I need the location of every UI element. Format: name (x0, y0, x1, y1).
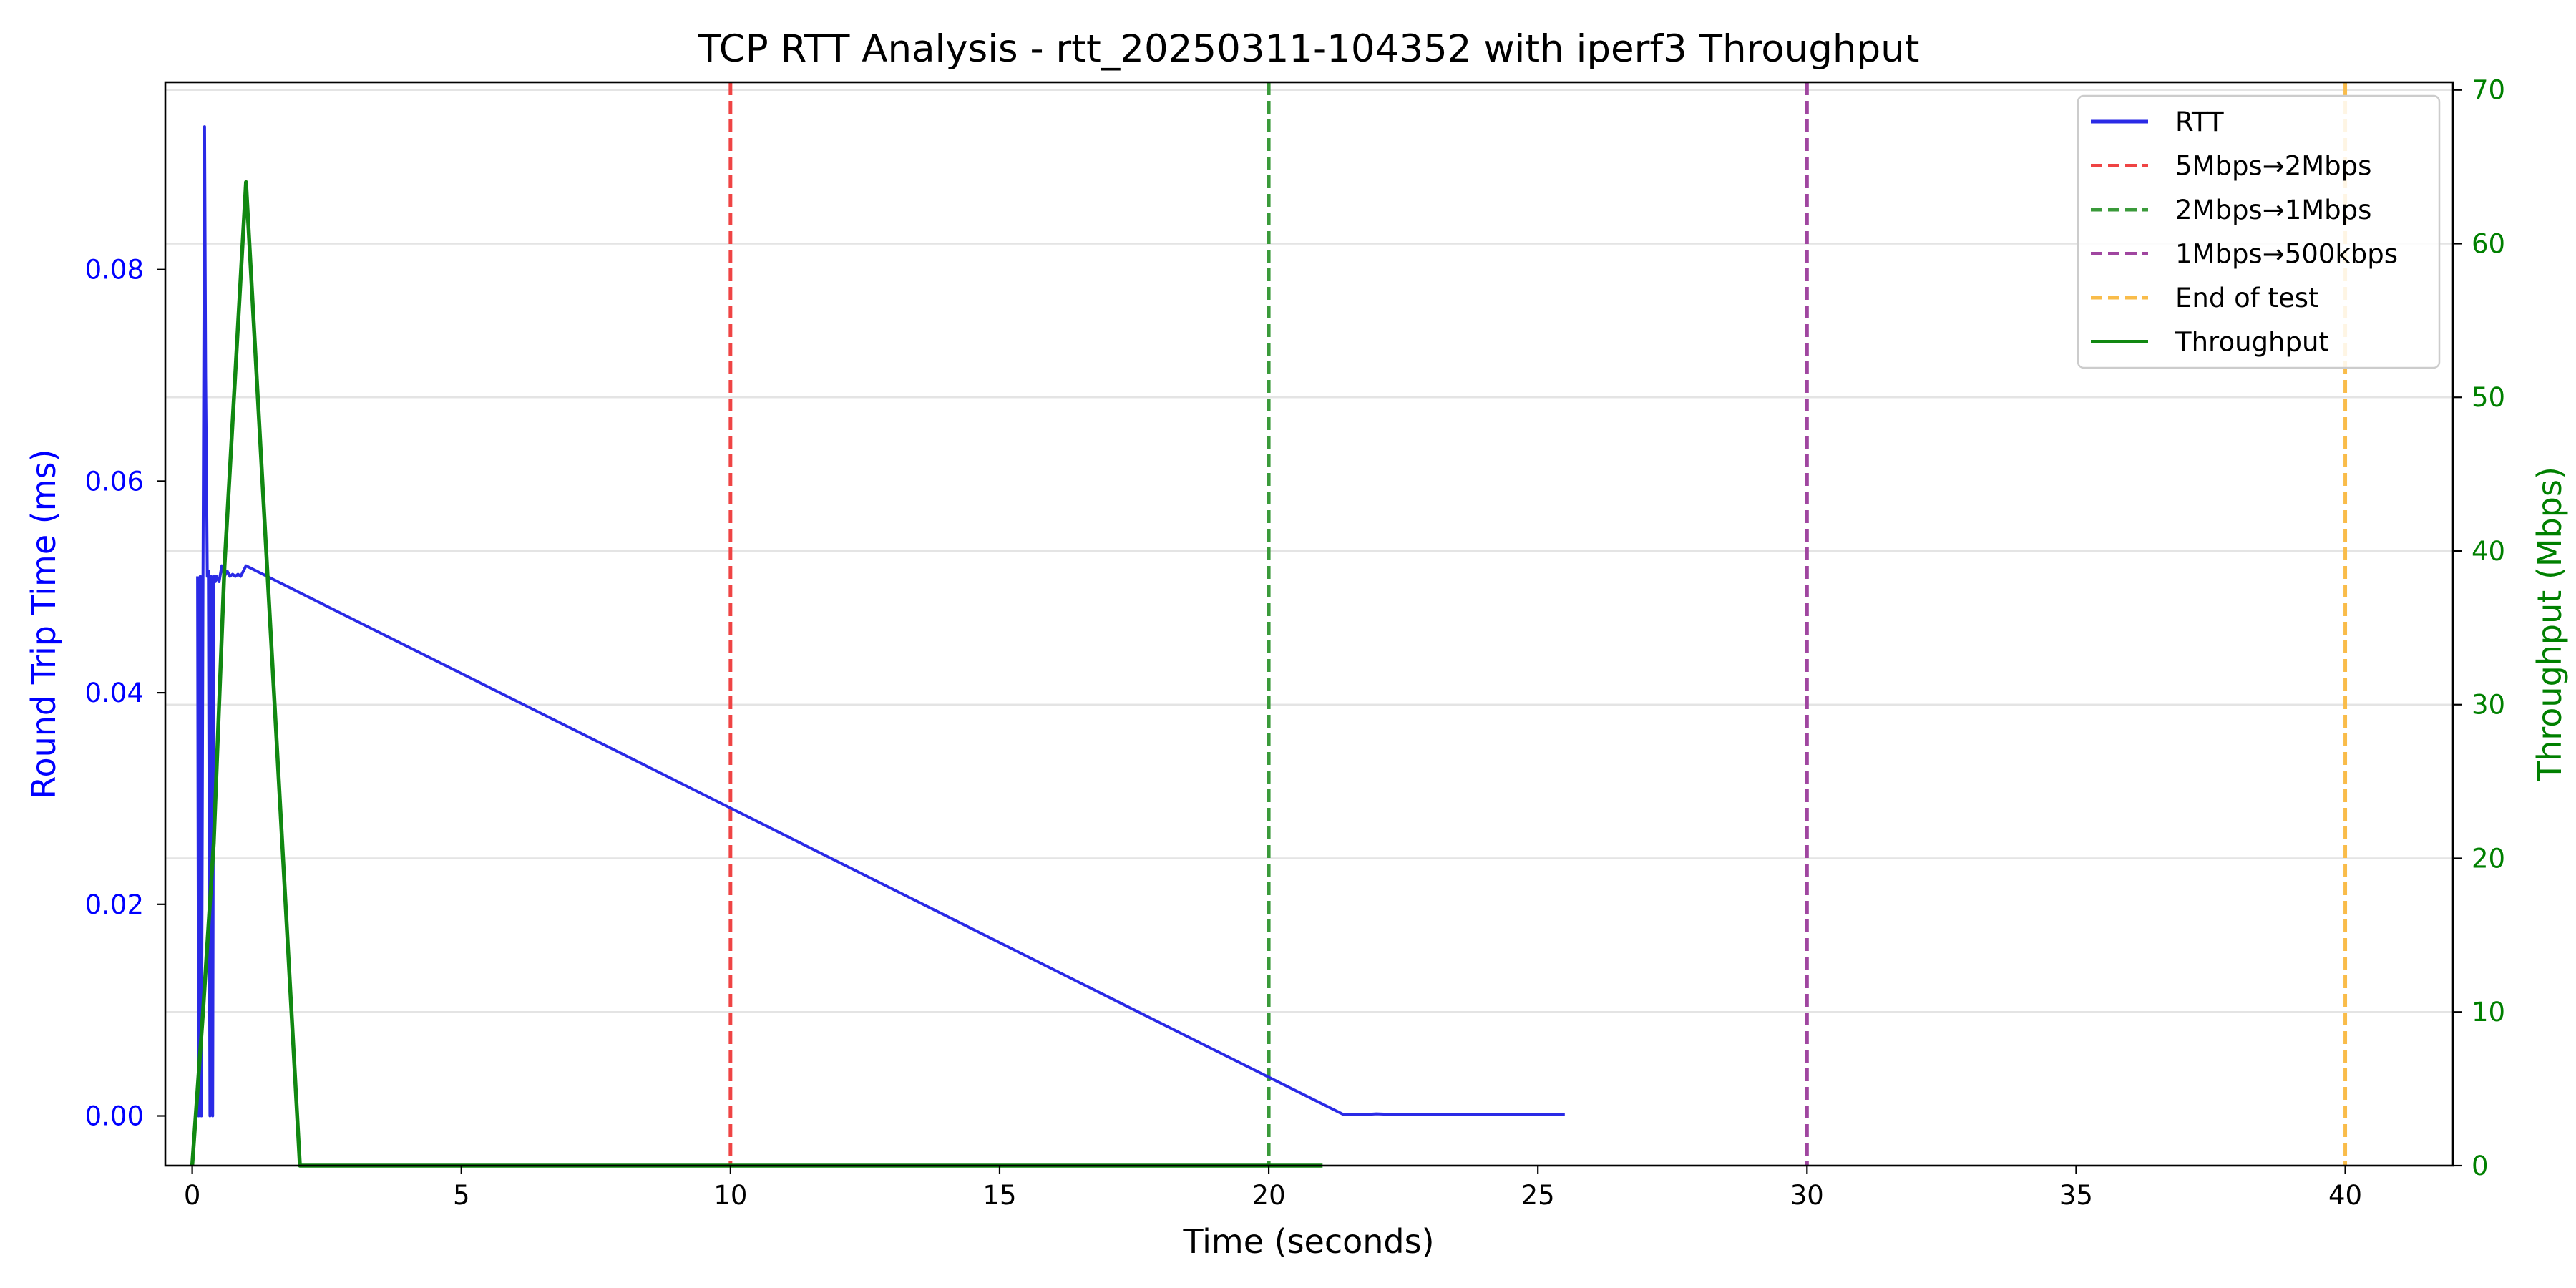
y-left-tick-label: 0.02 (85, 889, 144, 920)
grid-layer (165, 89, 2453, 1013)
x-tick-label: 5 (453, 1180, 470, 1211)
y-right-tick-label: 50 (2472, 382, 2505, 413)
y-right-tick-label: 40 (2472, 536, 2505, 567)
y-left-axis: 0.00 0.02 0.04 0.06 0.08 (85, 255, 165, 1132)
x-axis: 0 5 10 15 20 25 30 35 40 (184, 1166, 2362, 1211)
chart-title: TCP RTT Analysis - rtt_20250311-104352 w… (698, 27, 1920, 71)
vline-layer (728, 82, 2348, 1166)
y-left-tick-label: 0.04 (85, 678, 144, 708)
x-tick-label: 25 (1521, 1180, 1555, 1211)
legend-label: RTT (2175, 107, 2224, 137)
y-left-tick-label: 0.08 (85, 255, 144, 286)
x-tick-label: 35 (2059, 1180, 2093, 1211)
y-right-tick-label: 70 (2472, 75, 2505, 106)
legend-label: Throughput (2175, 327, 2329, 358)
y-right-tick-label: 60 (2472, 228, 2505, 259)
y-right-tick-label: 10 (2472, 997, 2505, 1028)
x-tick-label: 10 (713, 1180, 747, 1211)
plot-frame (164, 81, 2454, 1167)
x-tick-label: 30 (1790, 1180, 1824, 1211)
y-right-tick-label: 0 (2472, 1151, 2489, 1181)
y-left-tick-label: 0.00 (85, 1101, 144, 1132)
x-axis-label: Time (seconds) (1182, 1222, 1434, 1261)
x-tick-label: 15 (982, 1180, 1016, 1211)
legend-label: 2Mbps→1Mbps (2175, 195, 2371, 225)
y-left-axis-label: Round Trip Time (ms) (24, 449, 63, 799)
x-tick-label: 40 (2328, 1180, 2362, 1211)
legend: RTT 5Mbps→2Mbps 2Mbps→1Mbps 1Mbps→500kbps En… (2077, 94, 2441, 369)
y-right-tick-label: 20 (2472, 843, 2505, 874)
y-right-axis: 0 10 20 30 40 50 60 70 (2453, 75, 2505, 1181)
legend-label: 5Mbps→2Mbps (2175, 151, 2371, 182)
y-right-axis-label: Throughput (Mbps) (2530, 467, 2569, 782)
legend-box (2077, 94, 2441, 369)
legend-label: 1Mbps→500kbps (2175, 239, 2398, 270)
y-left-tick-label: 0.06 (85, 466, 144, 497)
rtt-line (196, 125, 1565, 1118)
x-tick-label: 0 (184, 1180, 201, 1211)
legend-label: End of test (2175, 283, 2319, 313)
y-right-tick-label: 30 (2472, 690, 2505, 721)
x-tick-label: 20 (1252, 1180, 1286, 1211)
